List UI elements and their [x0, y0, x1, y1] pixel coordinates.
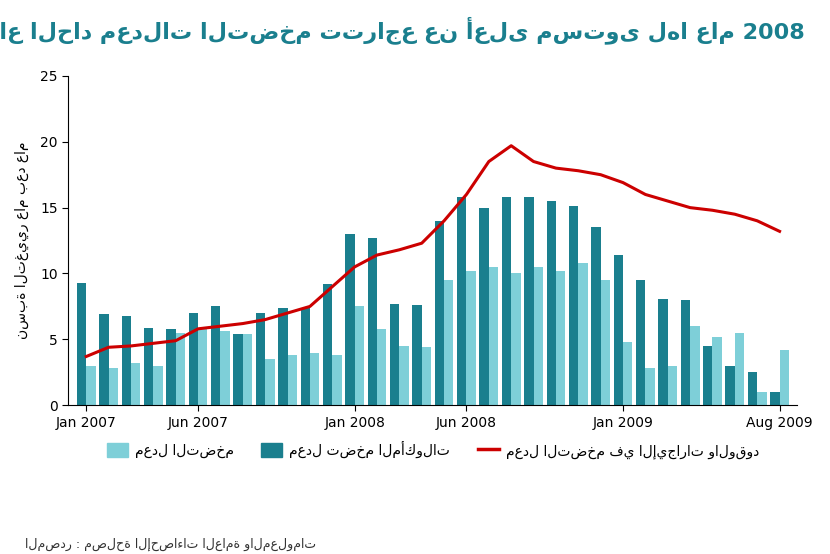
Bar — [457, 197, 466, 405]
Bar — [131, 363, 140, 405]
Bar — [658, 299, 668, 405]
Bar — [300, 308, 310, 405]
Bar — [646, 368, 655, 405]
Bar — [109, 368, 118, 405]
Bar — [390, 304, 399, 405]
Bar — [399, 346, 408, 405]
Bar — [636, 280, 646, 405]
Bar — [480, 208, 489, 405]
Bar — [511, 274, 520, 405]
Bar — [332, 355, 342, 405]
Bar — [243, 334, 252, 405]
Bar — [413, 305, 422, 405]
Bar — [534, 267, 543, 405]
Bar — [310, 352, 320, 405]
Bar — [668, 366, 677, 405]
Bar — [444, 280, 453, 405]
Bar — [188, 313, 198, 405]
Bar — [198, 329, 208, 405]
Bar — [601, 280, 610, 405]
Y-axis label: نسبة التغيير عام بعد عام: نسبة التغيير عام بعد عام — [15, 142, 29, 339]
Bar — [211, 306, 221, 405]
Bar — [725, 366, 735, 405]
Bar — [144, 327, 154, 405]
Bar — [703, 346, 712, 405]
Bar — [690, 326, 700, 405]
Bar — [265, 359, 275, 405]
Bar — [525, 197, 534, 405]
Bar — [377, 329, 387, 405]
Bar — [287, 355, 297, 405]
Bar — [613, 255, 623, 405]
Text: المصدر : مصلحة الإحصاءات العامة والمعلومات: المصدر : مصلحة الإحصاءات العامة والمعلوم… — [25, 538, 316, 551]
Bar — [368, 238, 377, 405]
Bar — [502, 197, 511, 405]
Bar — [354, 306, 364, 405]
Bar — [166, 329, 176, 405]
Bar — [623, 342, 632, 405]
Bar — [748, 372, 757, 405]
Bar — [278, 308, 287, 405]
Text: بعد الارتفاع الحاد معدلات التضخم تتراجع عن أعلى مستوى لها عام 2008: بعد الارتفاع الحاد معدلات التضخم تتراجع … — [0, 17, 805, 44]
Bar — [345, 234, 354, 405]
Bar — [546, 201, 556, 405]
Bar — [121, 316, 131, 405]
Bar — [256, 313, 265, 405]
Bar — [489, 267, 498, 405]
Bar — [591, 227, 601, 405]
Bar — [176, 333, 185, 405]
Bar — [556, 271, 565, 405]
Bar — [466, 271, 476, 405]
Bar — [681, 300, 690, 405]
Bar — [435, 221, 444, 405]
Bar — [757, 392, 767, 405]
Bar — [86, 366, 95, 405]
Bar — [233, 334, 243, 405]
Bar — [323, 284, 332, 405]
Bar — [221, 331, 230, 405]
Bar — [569, 206, 579, 405]
Bar — [100, 314, 109, 405]
Bar — [770, 392, 779, 405]
Bar — [712, 337, 722, 405]
Bar — [77, 283, 86, 405]
Bar — [779, 350, 789, 405]
Bar — [154, 366, 163, 405]
Bar — [735, 333, 745, 405]
Legend: معدل التضخم, معدل تضخم المأكولات, معدل التضخم في الإيجارات والوقود: معدل التضخم, معدل تضخم المأكولات, معدل ا… — [101, 435, 764, 464]
Bar — [422, 347, 431, 405]
Bar — [579, 263, 588, 405]
